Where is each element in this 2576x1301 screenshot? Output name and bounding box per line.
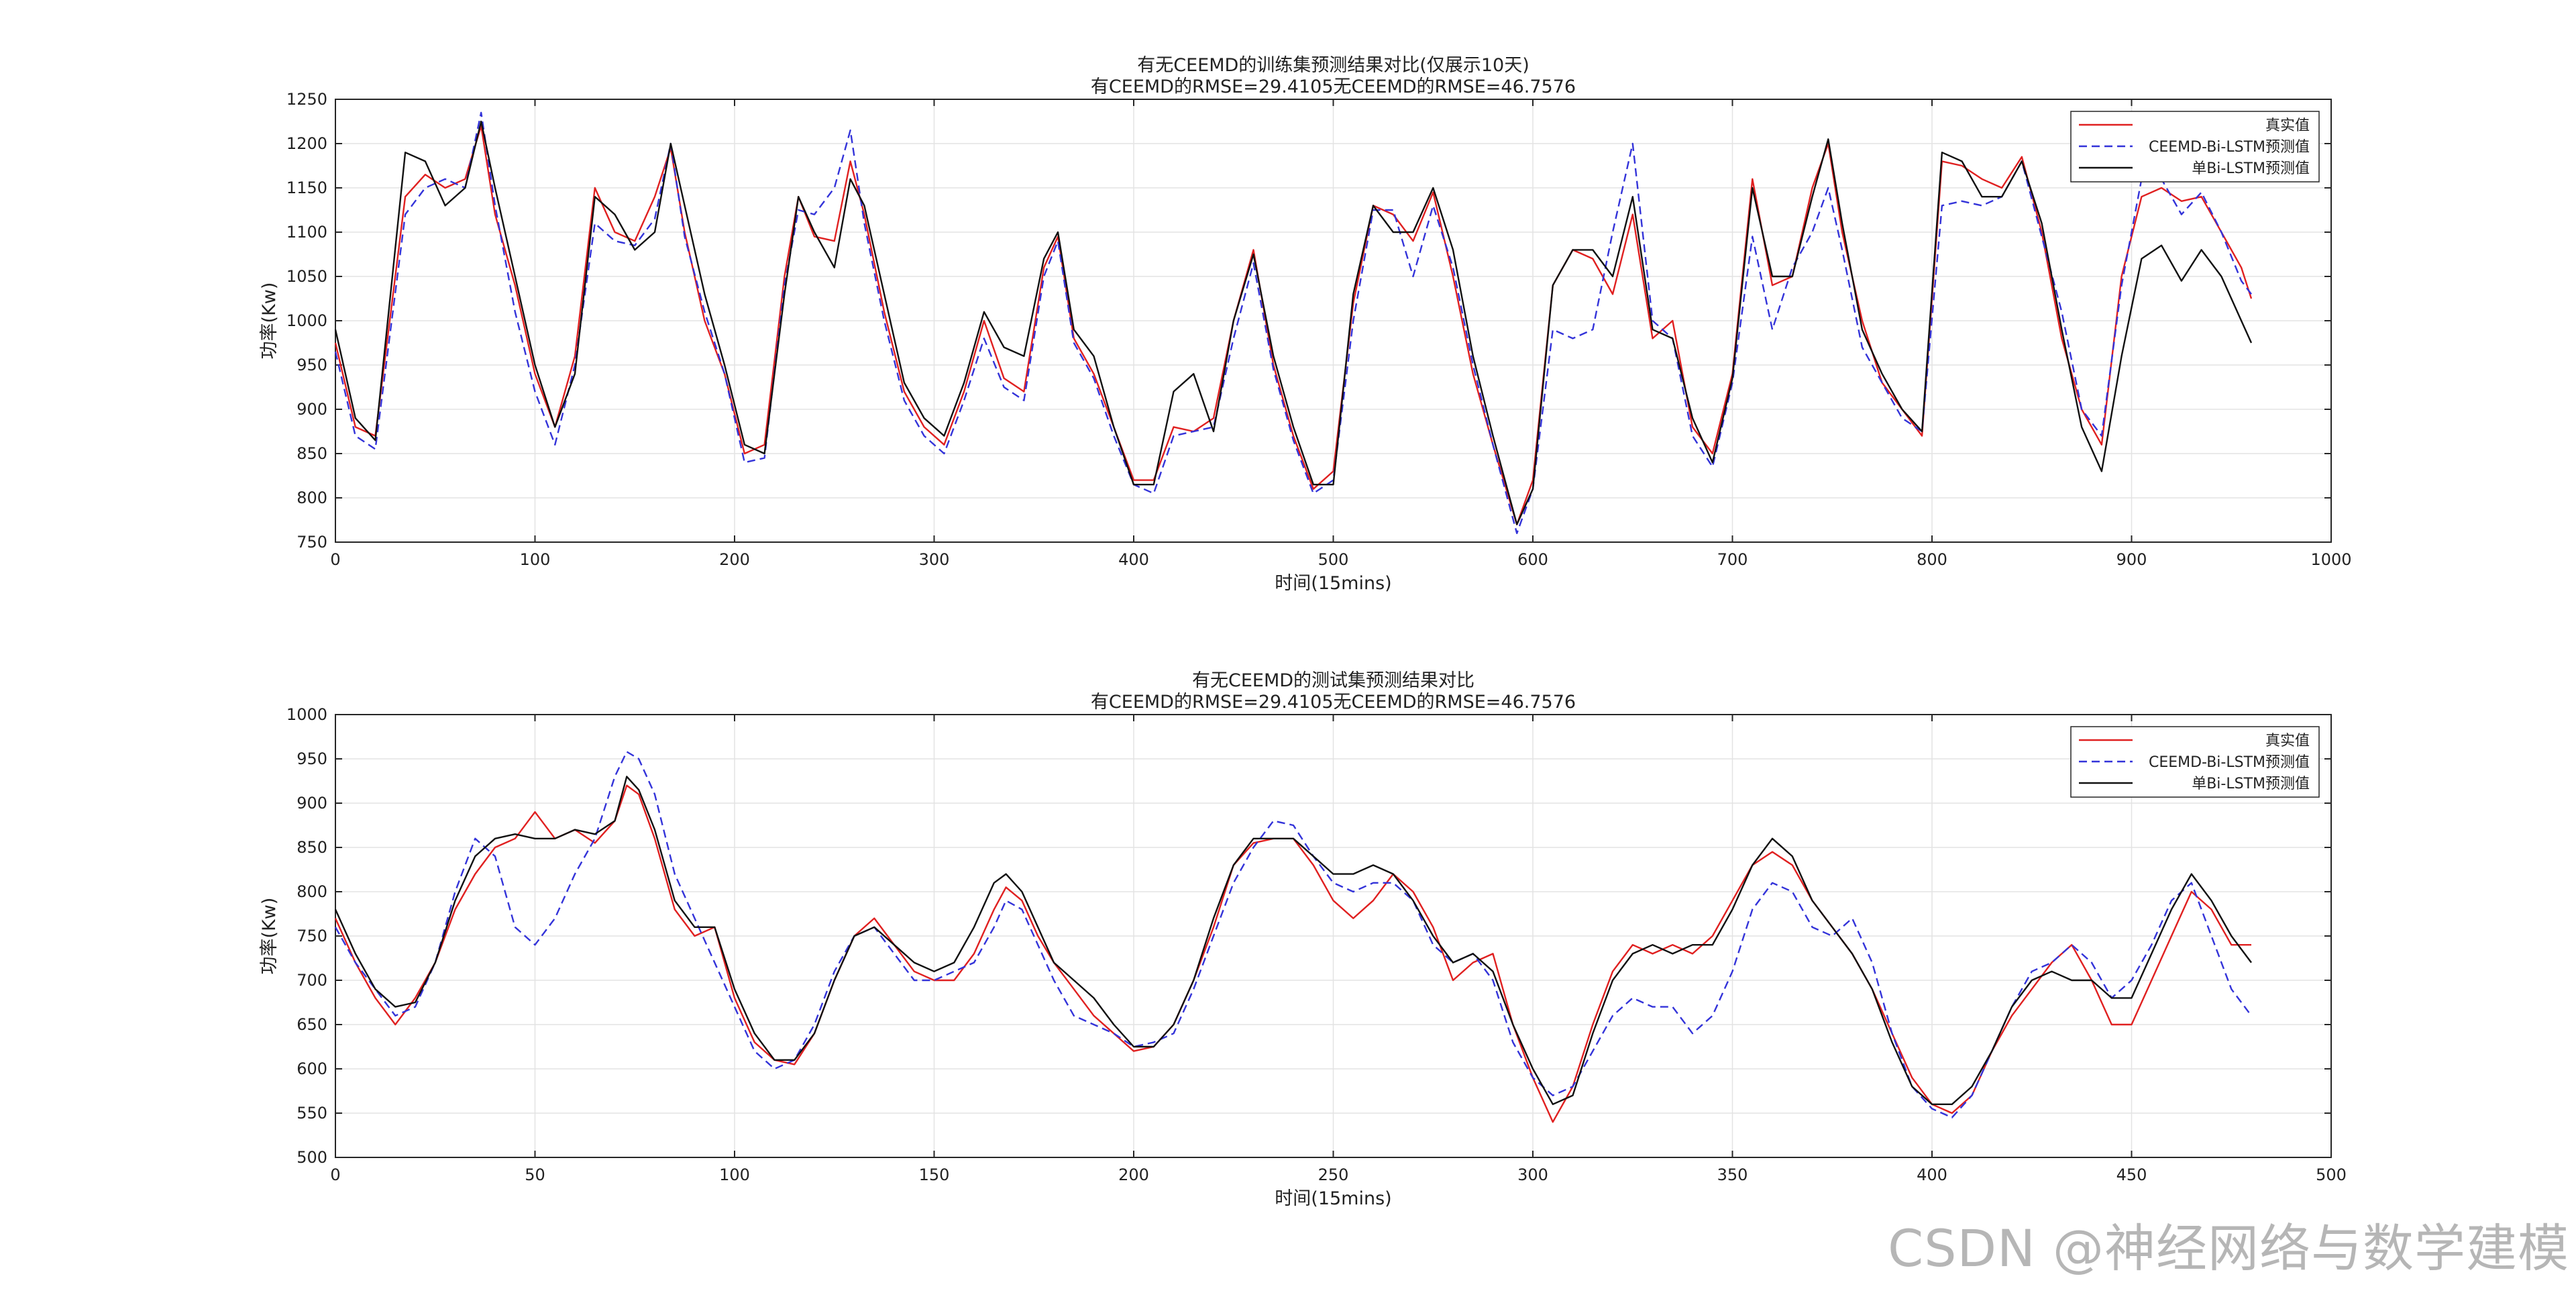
- series-line-2: [334, 751, 2252, 1118]
- y-tick-label: 600: [297, 1059, 327, 1078]
- chart-subtitle: 有CEEMD的RMSE=29.4105无CEEMD的RMSE=46.7576: [1091, 76, 1576, 97]
- y-tick-label: 950: [297, 749, 327, 768]
- chart-2: 0 50 100 150 200 250 300 350 400 450 500 500 550 600 6…: [259, 670, 2347, 1209]
- legend-label-2: CEEMD-Bi-LSTM预测值: [2149, 754, 2310, 771]
- series-line-3: [334, 776, 2252, 1106]
- x-axis-label: 时间(15mins): [1275, 1188, 1391, 1209]
- y-tick-label: 1250: [286, 90, 327, 109]
- chart-subtitle: 有CEEMD的RMSE=29.4105无CEEMD的RMSE=46.7576: [1091, 692, 1576, 713]
- x-tick-label: 350: [1717, 1165, 1748, 1184]
- legend-label-1: 真实值: [2265, 733, 2310, 749]
- legend-label-3: 单Bi-LSTM预测值: [2192, 776, 2310, 792]
- x-tick-label: 100: [520, 550, 551, 569]
- x-tick-label: 1000: [2310, 550, 2351, 569]
- x-tick-label: 0: [330, 550, 340, 569]
- y-tick-label: 1050: [286, 267, 327, 286]
- y-tick-label: 650: [297, 1015, 327, 1034]
- y-axis-label: 功率(Kw): [259, 898, 280, 975]
- watermark-text: CSDN @神经网络与数学建模: [1888, 1218, 2569, 1278]
- x-tick-label: 200: [719, 550, 750, 569]
- x-tick-label: 800: [1917, 550, 1947, 569]
- y-tick-label: 700: [297, 971, 327, 990]
- x-tick-label: 150: [919, 1165, 950, 1184]
- y-tick-label: 500: [297, 1148, 327, 1167]
- x-tick-label: 900: [2116, 550, 2147, 569]
- charts: 0 100 200 300 400 500 600 700 800 900 100075080085…: [259, 55, 2352, 1209]
- legend-label-2: CEEMD-Bi-LSTM预测值: [2149, 139, 2310, 156]
- x-tick-label: 500: [2316, 1165, 2347, 1184]
- y-tick-label: 550: [297, 1104, 327, 1123]
- x-tick-label: 200: [1118, 1165, 1149, 1184]
- x-tick-label: 0: [330, 1165, 340, 1184]
- y-tick-label: 800: [297, 882, 327, 901]
- x-tick-label: 400: [1917, 1165, 1947, 1184]
- chart-1: 0 100 200 300 400 500 600 700 800 900 1000 750 800 85…: [259, 55, 2352, 594]
- y-tick-label: 900: [297, 794, 327, 813]
- y-tick-label: 1200: [286, 134, 327, 153]
- chart-title: 有无CEEMD的训练集预测结果对比(仅展示10天): [1137, 55, 1529, 76]
- x-tick-label: 250: [1318, 1165, 1349, 1184]
- x-tick-label: 500: [1318, 550, 1349, 569]
- x-tick-label: 600: [1517, 550, 1548, 569]
- x-tick-label: 100: [719, 1165, 750, 1184]
- series-line-2: [334, 111, 2252, 534]
- y-axis-label: 功率(Kw): [259, 282, 280, 360]
- x-tick-label: 300: [919, 550, 950, 569]
- x-tick-label: 300: [1517, 1165, 1548, 1184]
- y-tick-label: 850: [297, 838, 327, 857]
- y-tick-label: 750: [297, 927, 327, 945]
- x-tick-label: 450: [2116, 1165, 2147, 1184]
- x-tick-label: 400: [1118, 550, 1149, 569]
- x-tick-label: 50: [525, 1165, 545, 1184]
- y-tick-label: 950: [297, 356, 327, 374]
- y-tick-label: 1150: [286, 178, 327, 197]
- y-tick-label: 850: [297, 444, 327, 463]
- y-tick-label: 800: [297, 488, 327, 507]
- chart-title: 有无CEEMD的测试集预测结果对比: [1192, 670, 1474, 691]
- x-axis-label: 时间(15mins): [1275, 573, 1391, 594]
- y-tick-label: 1100: [286, 223, 327, 242]
- y-tick-label: 1000: [286, 705, 327, 724]
- legend-label-1: 真实值: [2265, 117, 2310, 134]
- series-line-3: [334, 120, 2253, 525]
- x-tick-label: 700: [1717, 550, 1748, 569]
- y-tick-label: 1000: [286, 311, 327, 330]
- y-tick-label: 750: [297, 533, 327, 552]
- y-tick-label: 900: [297, 400, 327, 419]
- legend-label-3: 单Bi-LSTM预测值: [2192, 160, 2310, 177]
